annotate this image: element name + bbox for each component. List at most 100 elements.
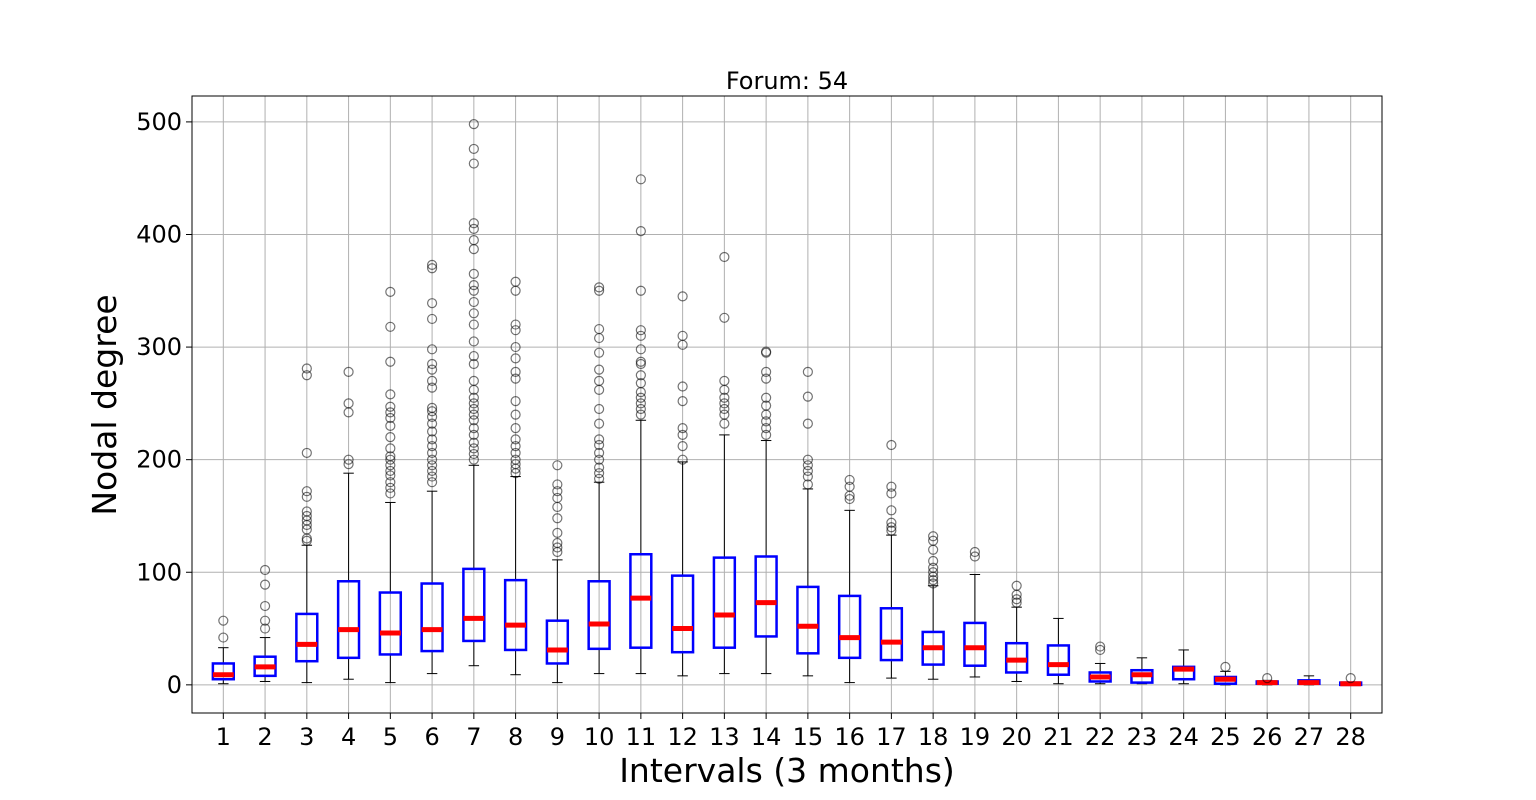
outlier-point [552,492,563,504]
outlier-point [510,276,521,287]
outlier-point [426,358,438,370]
outlier-point [301,363,312,374]
outlier-point [426,344,438,355]
outlier-point [802,479,813,490]
outlier-point [761,429,772,440]
outlier-point [385,443,396,454]
outlier-point [426,402,438,413]
x-tick-label: 14 [751,723,782,751]
x-tick-label: 15 [793,723,824,751]
outlier-point [259,623,271,634]
box-9 [545,460,570,684]
x-tick-label: 13 [709,723,740,751]
outlier-point [426,441,438,452]
x-tick-label: 21 [1043,723,1074,751]
x-axis-ticks: 1 2 3 4 5 6 7 8 9 10 11 12 13 14 15 16 17 18 19 20 21 22 23 24 2… [216,713,1366,751]
outlier-point [928,531,939,542]
box-23 [1130,657,1154,685]
outlier-point [426,406,438,417]
outlier-point [802,418,813,429]
outlier-point [468,280,479,291]
outlier-point [761,392,772,403]
outlier-point [886,517,897,528]
iqr-box [336,580,361,660]
outlier-point [677,441,688,452]
outlier-point [301,506,312,517]
iqr-box [963,621,987,667]
outlier-point [719,392,730,403]
outlier-point [844,493,855,505]
x-tick-label: 24 [1168,723,1199,751]
x-tick-label: 19 [960,723,991,751]
box-3 [295,363,319,684]
box-26 [1255,672,1279,686]
outlier-point [426,418,438,429]
iqr-box [796,585,820,655]
outlier-point [468,429,479,440]
outlier-point [385,451,396,462]
iqr-box [545,619,570,665]
iqr-box [629,552,653,649]
outlier-point [385,412,396,424]
outlier-point [385,356,396,367]
box-14 [754,346,778,675]
outlier-point [468,223,479,234]
outlier-point [385,477,396,488]
outlier-point [385,321,396,332]
outlier-point [510,341,521,353]
outlier-point [761,373,772,384]
outlier-point [510,409,521,420]
outlier-point [761,423,772,434]
box-15 [796,366,820,677]
outlier-point [343,454,354,465]
outlier-point [510,454,521,465]
outlier-point [510,396,521,407]
outlier-point [594,282,605,293]
box-24 [1171,649,1196,685]
x-tick-label: 27 [1294,723,1325,751]
y-tick-label: 0 [167,671,182,699]
x-tick-label: 4 [341,723,356,751]
box-8 [503,276,528,676]
x-tick-label: 1 [216,723,231,751]
outlier-point [426,375,438,386]
box-25 [1213,661,1238,686]
outlier-point [677,396,688,407]
outlier-point [1220,661,1231,672]
y-tick-label: 400 [136,220,182,248]
box-13 [712,251,737,675]
outlier-point [802,454,813,465]
outlier-point [426,471,438,482]
outlier-point [468,454,479,465]
outlier-point [635,344,646,355]
x-tick-label: 7 [466,723,481,751]
outlier-point [677,454,688,465]
outlier-point [426,259,438,270]
y-tick-label: 200 [136,446,182,474]
outlier-point [761,400,772,411]
outlier-point [468,443,479,454]
iqr-box [378,591,403,656]
outlier-point [844,481,855,492]
outlier-point [1262,672,1273,684]
outlier-point [301,491,312,502]
outlier-point [426,465,438,477]
outlier-point [928,535,939,546]
outlier-point [552,513,563,524]
iqr-box [837,594,862,660]
y-axis-ticks: 0 100 200 300 400 500 [136,108,192,699]
outlier-point [969,546,980,558]
outlier-point [468,403,479,415]
outlier-point [426,364,438,375]
outlier-point [594,403,605,415]
outlier-point [594,434,605,445]
x-tick-label: 10 [584,723,615,751]
box-22 [1088,641,1112,685]
outlier-point [468,158,479,169]
box-12 [670,291,695,677]
iqr-box [211,662,236,681]
box-28 [1338,672,1363,687]
x-tick-label: 25 [1210,723,1241,751]
outlier-point [677,330,688,341]
